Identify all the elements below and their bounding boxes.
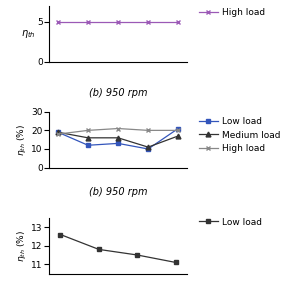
Medium load — [146, 145, 150, 149]
Low load — [59, 233, 62, 236]
Line: Low load: Low load — [56, 126, 181, 151]
Low load — [136, 253, 139, 257]
Line: High load: High load — [56, 126, 181, 137]
High load — [177, 20, 180, 23]
High load — [146, 20, 150, 23]
Line: High load: High load — [56, 19, 181, 24]
Medium load — [86, 136, 90, 140]
Low load — [174, 261, 177, 264]
Legend: Low load: Low load — [196, 214, 266, 230]
High load — [116, 127, 120, 130]
High load — [116, 20, 120, 23]
Low load — [146, 147, 150, 151]
Text: (b) 950 rpm: (b) 950 rpm — [89, 88, 147, 98]
Low load — [116, 142, 120, 145]
Low load — [86, 143, 90, 147]
Legend: High load: High load — [196, 5, 269, 21]
High load — [86, 20, 90, 23]
Medium load — [177, 134, 180, 138]
High load — [86, 129, 90, 132]
Y-axis label: $\eta_{th}$ (%): $\eta_{th}$ (%) — [16, 124, 29, 156]
Y-axis label: $\eta_{th}$: $\eta_{th}$ — [21, 28, 36, 40]
High load — [56, 20, 60, 23]
Medium load — [116, 136, 120, 140]
High load — [56, 132, 60, 136]
Line: Low load: Low load — [58, 232, 178, 265]
Low load — [177, 127, 180, 130]
Low load — [97, 248, 101, 251]
Medium load — [56, 130, 60, 134]
Line: Medium load: Medium load — [56, 130, 181, 149]
High load — [146, 129, 150, 132]
Y-axis label: $\eta_{th}$ (%): $\eta_{th}$ (%) — [16, 230, 29, 262]
Legend: Low load, Medium load, High load: Low load, Medium load, High load — [196, 113, 284, 157]
Text: (b) 950 rpm: (b) 950 rpm — [89, 187, 147, 198]
High load — [177, 129, 180, 132]
Low load — [56, 130, 60, 134]
